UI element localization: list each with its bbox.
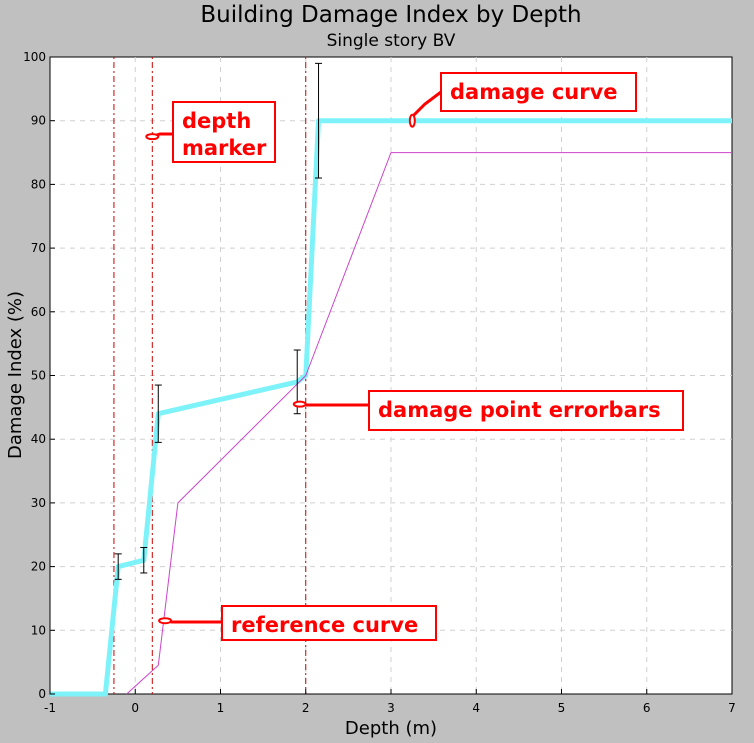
annotation-box [440, 72, 637, 112]
annotation-target-marker [145, 133, 160, 141]
x-tick-label: -1 [44, 701, 56, 715]
x-tick-label: 1 [217, 701, 225, 715]
chart-subtitle: Single story BV [327, 31, 456, 51]
y-tick-label: 50 [31, 369, 46, 383]
x-tick-label: 6 [643, 701, 651, 715]
annotation-target-marker [408, 113, 416, 128]
annotation-errorbars: damage point errorbars [292, 390, 684, 431]
y-tick-label: 40 [31, 432, 46, 446]
annotation-text: reference curve [231, 613, 418, 637]
annotation-damage-curve: damage curve [408, 72, 637, 128]
annotation-box [172, 101, 276, 163]
y-tick-label: 60 [31, 305, 46, 319]
x-tick-label: 2 [302, 701, 310, 715]
annotation-depth-marker: depth marker [145, 101, 276, 163]
x-axis-label: Depth (m) [345, 718, 437, 739]
annotation-box [221, 605, 437, 641]
annotation-leader [299, 402, 369, 407]
chart-title: Building Damage Index by Depth [200, 2, 581, 28]
y-tick-label: 70 [31, 241, 46, 255]
errorbar [315, 62, 323, 179]
annotation-target-marker [292, 400, 307, 408]
annotation-text: damage point errorbars [378, 398, 661, 422]
y-tick-label: 80 [31, 177, 46, 191]
y-axis-label: Damage Index (%) [5, 291, 26, 459]
errorbar [140, 546, 148, 574]
annotation-box [368, 390, 684, 431]
y-tick-label: 0 [38, 687, 46, 701]
x-tick-label: 5 [558, 701, 566, 715]
annotation-reference-curve: reference curve [158, 605, 437, 641]
x-tick-label: 0 [131, 701, 139, 715]
annotation-target-marker [158, 617, 173, 625]
y-tick-label: 10 [31, 623, 46, 637]
annotation-text: marker [182, 136, 267, 160]
annotation-text: depth [182, 109, 251, 133]
annotations: damage curve depth marker damage point erro… [145, 72, 684, 641]
annotation-leader [164, 619, 222, 624]
y-tick-label: 30 [31, 496, 46, 510]
x-tick-label: 4 [472, 701, 480, 715]
x-tick-label: 7 [728, 701, 736, 715]
errorbar [154, 384, 162, 443]
errorbar [114, 553, 122, 580]
y-tick-label: 90 [31, 114, 46, 128]
annotation-text: damage curve [450, 80, 618, 104]
x-tick-label: 3 [387, 701, 395, 715]
y-tick-label: 100 [23, 50, 46, 64]
y-tick-label: 20 [31, 560, 46, 574]
reference-curve-line [126, 152, 732, 695]
